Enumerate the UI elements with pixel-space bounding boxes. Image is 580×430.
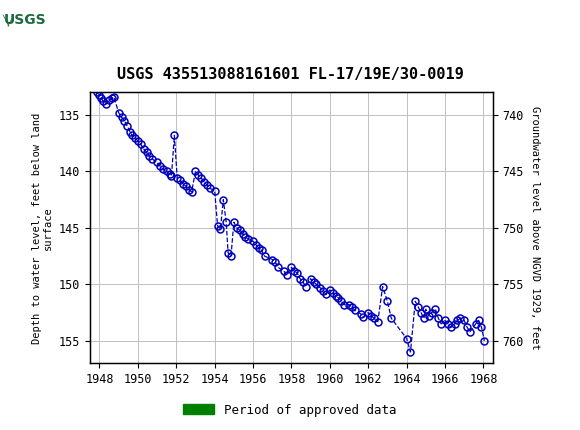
Text: USGS: USGS [61,12,116,29]
Bar [3,3,55,37]
Text: USGS 435513088161601 FL-17/19E/30-0019: USGS 435513088161601 FL-17/19E/30-0019 [117,67,463,82]
Y-axis label: Groundwater level above NGVD 1929, feet: Groundwater level above NGVD 1929, feet [530,106,539,350]
Text: USGS: USGS [4,13,46,28]
Y-axis label: Depth to water level, feet below land
surface: Depth to water level, feet below land su… [32,112,53,344]
Text: ╲╱: ╲╱ [3,15,14,26]
Legend: Period of approved data: Period of approved data [178,399,402,421]
